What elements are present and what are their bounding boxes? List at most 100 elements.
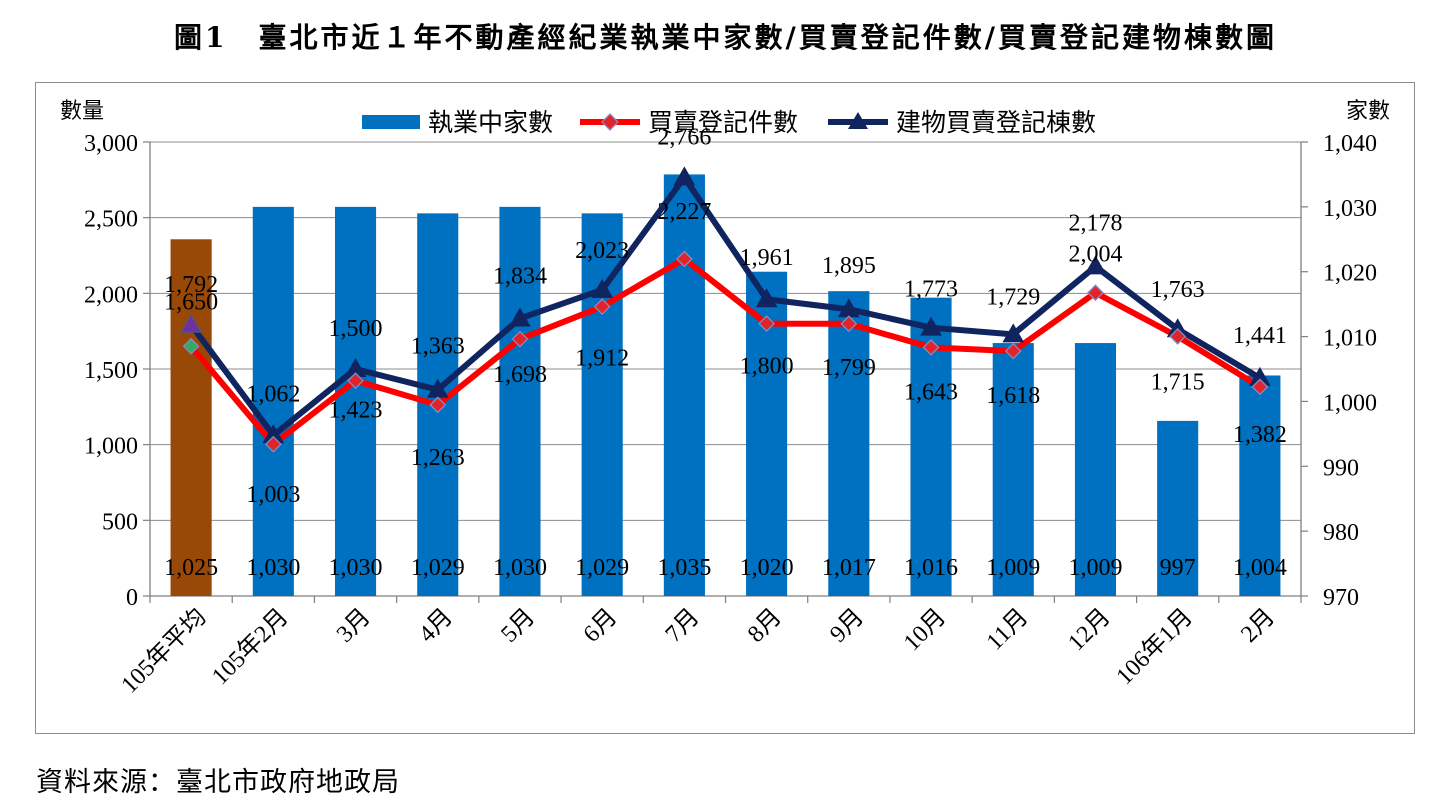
category-label: 3月: [332, 604, 376, 648]
bar-2: [334, 206, 377, 596]
chart-frame: [35, 82, 1415, 734]
legend-label-bars: 執業中家數: [428, 109, 553, 137]
transactions-value-label: 2,004: [1068, 242, 1122, 268]
bar-value-label: 1,029: [411, 555, 465, 581]
marker-buildings-11: [1084, 255, 1107, 275]
bar-6: [663, 174, 705, 596]
legend-label-transactions: 買賣登記件數: [648, 109, 798, 137]
marker-transactions-13: [1251, 378, 1269, 396]
left-axis-title: 數量: [60, 98, 104, 123]
marker-buildings-9: [920, 316, 942, 336]
marker-buildings-4: [509, 307, 531, 327]
transactions-value-label: 1,912: [575, 346, 629, 372]
marker-transactions-2: [347, 372, 364, 390]
buildings-value-label: 1,729: [986, 284, 1040, 310]
marker-transactions-9: [922, 338, 940, 356]
bar-1: [252, 206, 294, 596]
marker-buildings-6: [673, 166, 696, 186]
marker-transactions-8: [840, 315, 858, 333]
marker-transactions-10: [1004, 342, 1022, 360]
chart-title: 圖1 臺北市近１年不動產經紀業執業中家數/買賣登記件數/買賣登記建物棟數圖: [174, 21, 1277, 54]
category-label: 8月: [743, 604, 787, 648]
marker-transactions-1: [264, 435, 282, 453]
bar-value-label: 997: [1160, 555, 1196, 581]
marker-transactions-5: [593, 298, 611, 316]
transactions-value-label: 1,650: [164, 289, 218, 315]
right-axis-tick-label: 990: [1323, 455, 1359, 481]
bar-value-label: 1,030: [493, 555, 547, 581]
left-axis-tick-label: 0: [126, 585, 138, 611]
bar-4: [499, 206, 541, 596]
buildings-value-label: 1,895: [822, 253, 876, 279]
right-axis-tick-label: 1,030: [1323, 196, 1377, 222]
category-label: 105年平均: [116, 603, 211, 698]
right-axis-tick-label: 1,020: [1323, 261, 1377, 287]
marker-transactions-4: [511, 330, 529, 348]
line-transactions: [188, 255, 1262, 448]
left-axis-tick-label: 3,000: [84, 131, 138, 157]
transactions-value-label: 1,698: [493, 362, 547, 388]
transactions-value-label: 1,003: [246, 482, 300, 508]
bar-value-label: 1,020: [740, 555, 794, 581]
legend-marker-buildings: [848, 112, 868, 129]
line-buildings: [188, 174, 1262, 439]
marker-transactions-7: [758, 315, 776, 333]
buildings-value-label: 1,441: [1233, 323, 1287, 349]
right-axis-tick-label: 970: [1323, 585, 1359, 611]
buildings-value-label: 1,363: [411, 334, 465, 360]
transactions-value-label: 1,799: [822, 355, 876, 381]
left-axis-tick-label: 500: [102, 509, 138, 535]
marker-buildings-0: [180, 313, 202, 333]
bar-11: [1074, 343, 1117, 596]
bar-value-label: 1,009: [986, 555, 1040, 581]
legend-marker-transactions: [601, 113, 619, 131]
transactions-value-label: 2,227: [657, 199, 711, 225]
buildings-value-label: 1,763: [1151, 277, 1205, 303]
legend-swatch-bars: [362, 115, 420, 129]
transactions-value-label: 1,618: [986, 383, 1040, 409]
buildings-value-label: 1,792: [164, 272, 218, 298]
left-axis-tick-label: 2,000: [84, 282, 138, 308]
bar-value-label: 1,004: [1233, 555, 1287, 581]
bar-12: [1157, 420, 1199, 596]
bar-value-label: 1,016: [904, 555, 958, 581]
bar-13: [1239, 375, 1281, 596]
bar-8: [828, 291, 870, 596]
bar-value-label: 1,030: [246, 555, 300, 581]
transactions-value-label: 1,423: [329, 398, 383, 424]
category-label: 7月: [661, 604, 705, 648]
bar-10: [992, 343, 1034, 596]
buildings-value-label: 1,062: [246, 381, 300, 407]
category-label: 5月: [496, 604, 540, 648]
transactions-value-label: 1,715: [1151, 369, 1205, 395]
left-axis-tick-label: 2,500: [84, 207, 138, 233]
right-axis-tick-label: 1,010: [1323, 326, 1377, 352]
category-label: 105年2月: [207, 603, 294, 690]
buildings-value-label: 1,773: [904, 277, 958, 303]
bar-value-label: 1,029: [575, 555, 629, 581]
right-axis-tick-label: 1,000: [1323, 390, 1377, 416]
marker-buildings-10: [1002, 323, 1025, 343]
legend-label-buildings: 建物買賣登記棟數: [896, 109, 1096, 137]
transactions-value-label: 1,263: [411, 445, 465, 471]
buildings-value-label: 2,023: [575, 238, 629, 264]
marker-transactions-0: [182, 337, 200, 355]
buildings-value-label: 1,834: [493, 263, 547, 289]
transactions-value-label: 1,643: [904, 379, 958, 405]
category-label: 9月: [825, 604, 869, 648]
right-axis-tick-label: 1,040: [1323, 131, 1377, 157]
transactions-value-label: 1,382: [1233, 422, 1287, 448]
category-label: 4月: [414, 604, 458, 648]
right-axis-tick-label: 980: [1323, 520, 1359, 546]
marker-transactions-6: [675, 250, 693, 268]
marker-buildings-7: [755, 288, 778, 308]
left-axis-tick-label: 1,000: [84, 434, 138, 460]
bar-0: [170, 239, 212, 597]
right-axis-title: 家數: [1346, 98, 1390, 123]
buildings-value-label: 2,178: [1068, 210, 1122, 236]
bar-value-label: 1,035: [657, 555, 711, 581]
category-label: 6月: [579, 604, 623, 648]
bar-value-label: 1,009: [1068, 555, 1122, 581]
bar-value-label: 1,030: [329, 555, 383, 581]
buildings-value-label: 1,500: [329, 316, 383, 342]
